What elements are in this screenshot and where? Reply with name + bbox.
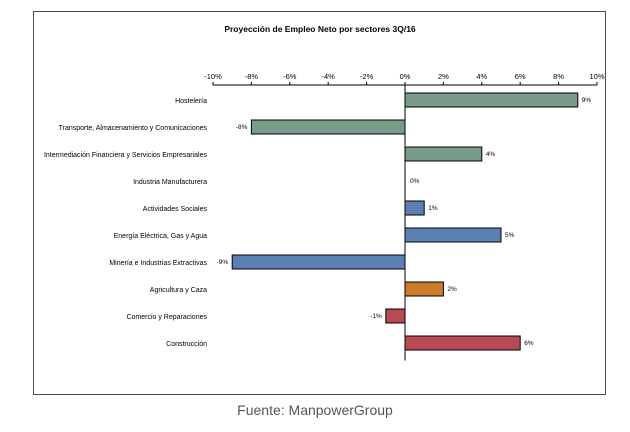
x-tick-label: -2% <box>360 72 374 81</box>
bar <box>231 254 406 270</box>
data-label: 0% <box>410 178 420 185</box>
source-caption: Fuente: ManpowerGroup <box>237 402 393 418</box>
x-tick-label: 8% <box>553 72 564 81</box>
x-tick-label: 4% <box>476 72 487 81</box>
chart-area: Proyección de Empleo Neto por sectores 3… <box>44 24 605 361</box>
category-label: Energía Eléctrica, Gas y Agua <box>114 233 207 240</box>
chart-title: Proyección de Empleo Neto por sectores 3… <box>224 24 416 34</box>
data-label: 4% <box>486 151 496 158</box>
x-tick-label: 6% <box>515 72 526 81</box>
category-label: Hostelería <box>175 98 207 105</box>
bar <box>404 335 521 351</box>
bar <box>385 308 406 324</box>
x-tick-label: 2% <box>438 72 449 81</box>
bar <box>404 146 483 162</box>
data-label: 2% <box>447 286 457 293</box>
category-label: Agricultura y Caza <box>150 287 207 294</box>
category-label: Comercio y Reparaciones <box>126 314 207 321</box>
x-tick-label: 10% <box>589 72 604 81</box>
category-label: Intermediación Financiera y Servicios Em… <box>44 152 208 159</box>
category-label: Construcción <box>166 341 207 348</box>
x-tick-label: -8% <box>245 72 259 81</box>
category-label: Actividades Sociales <box>143 206 208 213</box>
x-tick-label: -6% <box>283 72 297 81</box>
bar <box>404 200 425 216</box>
data-label: 5% <box>505 232 515 239</box>
bar <box>404 227 502 243</box>
x-tick-label: -4% <box>322 72 336 81</box>
bar <box>404 92 579 108</box>
chart-frame: Proyección de Empleo Neto por sectores 3… <box>33 11 606 395</box>
bar <box>250 119 406 135</box>
category-label: Minería e Industrias Extractivas <box>109 260 207 267</box>
data-label: -9% <box>217 259 229 266</box>
category-label: Industria Manufacturera <box>133 179 207 186</box>
x-tick-label: 0% <box>400 72 411 81</box>
data-label: 9% <box>582 97 592 104</box>
bar <box>404 281 444 297</box>
x-tick-label: -10% <box>204 72 222 81</box>
data-label: 1% <box>428 205 438 212</box>
category-label: Transporte, Almacenamiento y Comunicacio… <box>59 125 208 132</box>
data-label: 6% <box>524 340 534 347</box>
data-label: -1% <box>370 313 382 320</box>
data-label: -8% <box>236 124 248 131</box>
